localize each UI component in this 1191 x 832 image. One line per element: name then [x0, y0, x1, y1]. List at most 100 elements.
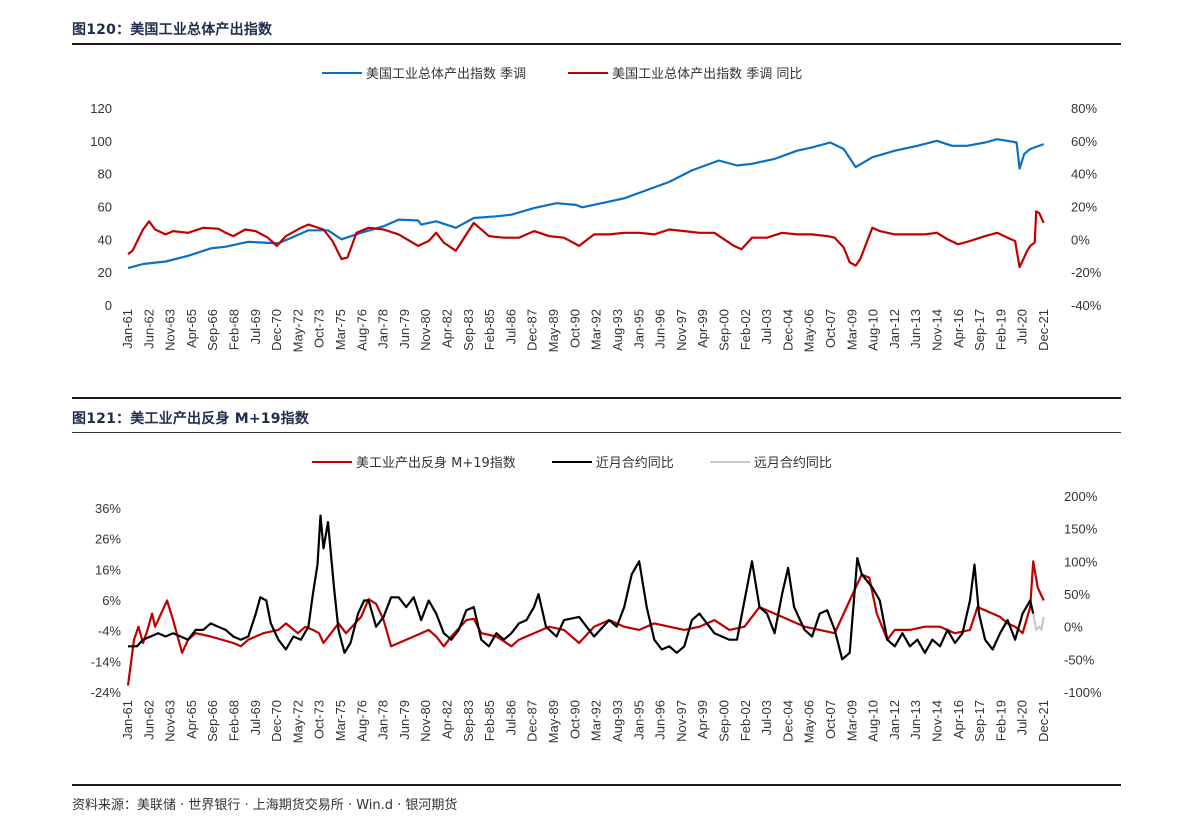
x-tick-label: Jan-95: [631, 700, 646, 740]
x-tick-label: Mar-92: [589, 309, 604, 350]
y-left-tick-label: 60: [98, 200, 112, 215]
x-tick-label: Sep-66: [205, 309, 220, 351]
y-left-tick-label: 120: [90, 101, 112, 116]
y-left-tick-label: 20: [98, 265, 112, 280]
x-tick-label: Dec-87: [525, 700, 540, 742]
x-tick-label: Jun-96: [653, 309, 668, 349]
x-tick-label: Dec-04: [780, 309, 795, 351]
x-tick-label: Aug-10: [866, 700, 881, 742]
x-tick-label: May-89: [546, 309, 561, 352]
y-left-tick-label: 40: [98, 232, 112, 247]
x-tick-label: Sep-17: [972, 700, 987, 742]
y-right-tick-label: 80%: [1071, 101, 1097, 116]
x-tick-label: Nov-80: [418, 309, 433, 351]
figure-121-title-rule: [72, 432, 1121, 433]
x-tick-label: Oct-90: [567, 309, 582, 348]
y-left-tick-label: -24%: [91, 685, 122, 700]
x-tick-label: Apr-99: [695, 700, 710, 739]
x-tick-label: Mar-75: [333, 309, 348, 350]
y-right-tick-label: 150%: [1064, 522, 1098, 537]
x-tick-label: Apr-16: [951, 309, 966, 348]
x-tick-label: Nov-14: [929, 700, 944, 742]
red-line-swatch-icon: [312, 460, 352, 463]
y-left-tick-label: -4%: [98, 624, 122, 639]
figure-121-top-rule: [72, 397, 1121, 399]
x-tick-label: Nov-80: [418, 700, 433, 742]
x-tick-label: Apr-99: [695, 309, 710, 348]
x-tick-label: Jun-62: [141, 309, 156, 349]
blue-line-swatch-icon: [322, 71, 362, 74]
legend-label: 近月合约同比: [595, 456, 674, 471]
figure-120-title: 图120：美国工业总体产出指数: [72, 22, 273, 38]
x-tick-label: Jan-12: [887, 700, 902, 740]
y-right-tick-label: -20%: [1071, 265, 1102, 280]
x-tick-label: Dec-87: [525, 309, 540, 351]
x-tick-label: Aug-93: [610, 700, 625, 742]
x-tick-label: Feb-19: [993, 309, 1008, 350]
series-line: [127, 210, 1045, 269]
x-tick-label: Jan-61: [120, 700, 135, 740]
x-tick-label: Nov-63: [163, 309, 178, 351]
figure-121-title: 图121：美工业产出反身 M+19指数: [72, 411, 310, 427]
source-note: 资料来源：美联储 · 世界银行 · 上海期货交易所 · Win.d · 银河期货: [72, 798, 458, 813]
figure-121-legend: 美工业产出反身 M+19指数 近月合约同比 远月合约同比: [312, 452, 868, 471]
x-tick-label: Feb-02: [738, 700, 753, 741]
x-tick-label: Oct-07: [823, 700, 838, 739]
x-tick-label: Jan-78: [376, 700, 391, 740]
x-tick-label: Aug-10: [866, 309, 881, 351]
x-tick-label: Mar-09: [844, 309, 859, 350]
x-tick-label: Aug-93: [610, 309, 625, 351]
x-tick-label: Dec-21: [1036, 309, 1051, 351]
gray-line-swatch-icon: [709, 460, 750, 463]
x-tick-label: Dec-70: [269, 700, 284, 742]
x-tick-label: May-89: [546, 700, 561, 743]
figure-120-chart: 0 20 40 60 80 100 120 -40% -20% 0% 20% 40% 60% 80% Jan…: [90, 101, 1102, 352]
y-right-tick-label: 50%: [1064, 587, 1090, 602]
x-tick-label: Jul-03: [759, 309, 774, 344]
x-tick-label: Jan-12: [887, 309, 902, 349]
x-tick-label: Apr-82: [440, 700, 455, 739]
y-right-tick-label: 0%: [1064, 620, 1083, 635]
x-tick-label: May-72: [290, 309, 305, 352]
x-tick-label: Jun-96: [653, 700, 668, 740]
legend-label: 美国工业总体产出指数 季调: [366, 67, 527, 82]
x-tick-label: Feb-02: [738, 309, 753, 350]
x-tick-label: Nov-63: [163, 700, 178, 742]
x-tick-label: Sep-00: [716, 700, 731, 742]
x-tick-label: Jul-20: [1015, 309, 1030, 344]
x-tick-label: Oct-73: [312, 700, 327, 739]
series-line: [128, 514, 1035, 661]
x-tick-label: Apr-16: [951, 700, 966, 739]
series-line: [1032, 613, 1045, 632]
y-left-tick-label: 100: [90, 134, 112, 149]
legend-label: 远月合约同比: [753, 456, 832, 471]
x-tick-label: Jun-62: [141, 700, 156, 740]
x-tick-label: Jan-78: [376, 309, 391, 349]
series-line: [126, 560, 1045, 686]
x-tick-label: Feb-85: [482, 309, 497, 350]
y-right-tick-label: 60%: [1071, 134, 1097, 149]
x-tick-label: Jan-95: [631, 309, 646, 349]
red-line-swatch-icon: [568, 71, 609, 74]
x-tick-label: Feb-19: [993, 700, 1008, 741]
x-tick-label: Jul-86: [503, 700, 518, 735]
source-rule: [72, 784, 1121, 786]
x-tick-label: May-06: [802, 309, 817, 352]
y-left-tick-label: 80: [98, 167, 112, 182]
x-tick-label: Jun-79: [397, 309, 412, 349]
y-right-tick-label: 200%: [1064, 489, 1098, 504]
y-left-tick-label: 16%: [95, 562, 121, 577]
legend-item-near-contract: 近月合约同比: [551, 452, 674, 471]
y-right-tick-label: 100%: [1064, 554, 1098, 569]
y-right-tick-label: -100%: [1064, 685, 1102, 700]
y-left-tick-label: 0: [105, 298, 112, 313]
x-tick-label: Feb-68: [227, 309, 242, 350]
legend-item-far-contract: 远月合约同比: [709, 452, 832, 471]
y-right-tick-label: 0%: [1071, 232, 1090, 247]
x-tick-label: Jun-79: [397, 700, 412, 740]
legend-label: 美国工业总体产出指数 季调 同比: [612, 67, 803, 82]
x-tick-label: Jul-86: [503, 309, 518, 344]
legend-item-m19-index: 美工业产出反身 M+19指数: [312, 452, 516, 471]
y-right-tick-label: 20%: [1071, 200, 1097, 215]
x-tick-label: Jan-61: [120, 309, 135, 349]
